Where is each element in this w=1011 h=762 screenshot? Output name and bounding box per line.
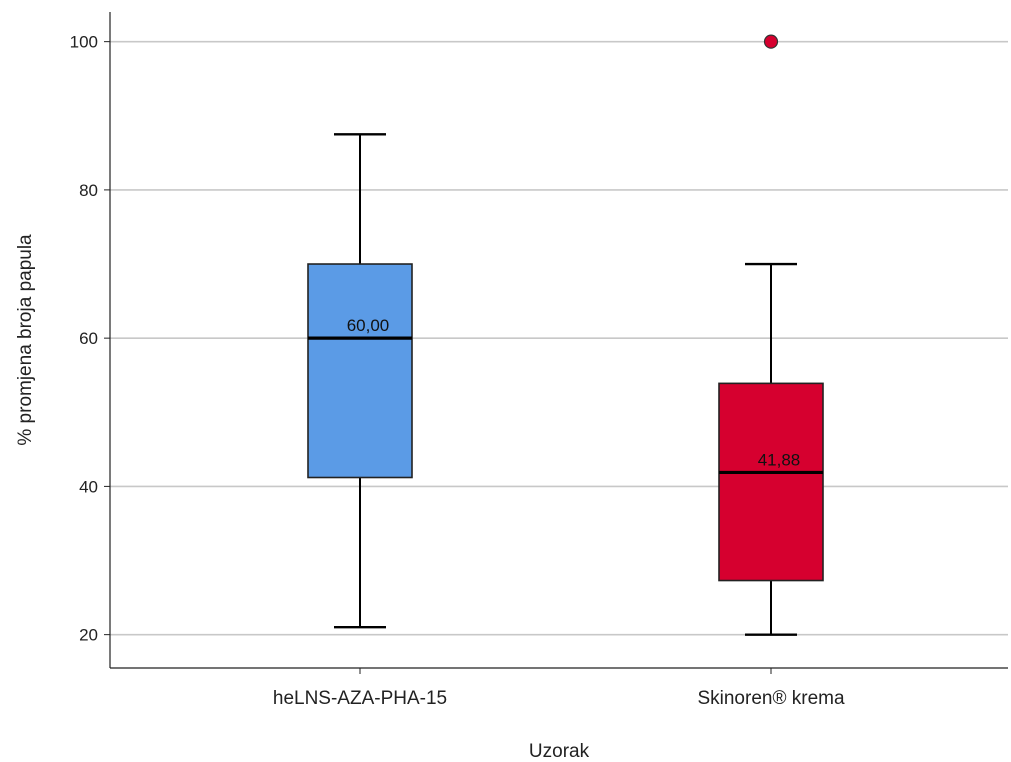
category-labels: heLNS-AZA-PHA-15 Skinoren® krema <box>273 668 845 709</box>
y-tick-label-40: 40 <box>79 477 98 496</box>
y-tick-label-80: 80 <box>79 181 98 200</box>
box-iqr <box>307 263 413 479</box>
y-tick-label-20: 20 <box>79 626 98 645</box>
y-tick-label-60: 60 <box>79 329 98 348</box>
box-group-2: 41,88 <box>718 34 824 636</box>
y-axis-title: % promjena broja papula <box>15 234 36 446</box>
gridlines <box>110 40 1008 636</box>
box-iqr <box>718 382 824 582</box>
y-tick-label-100: 100 <box>70 33 98 52</box>
median-label: 60,00 <box>347 316 390 335</box>
boxes: 60,00 41,88 <box>307 34 824 636</box>
axes <box>109 12 1008 669</box>
category-label-1: heLNS-AZA-PHA-15 <box>273 688 447 709</box>
median-label: 41,88 <box>758 450 801 469</box>
y-tick-labels: 20 40 60 80 100 <box>70 33 110 645</box>
box-group-1: 60,00 <box>307 133 413 629</box>
outlier-point <box>763 34 779 49</box>
category-label-2: Skinoren® krema <box>697 688 844 709</box>
x-axis-title: Uzorak <box>529 741 590 762</box>
